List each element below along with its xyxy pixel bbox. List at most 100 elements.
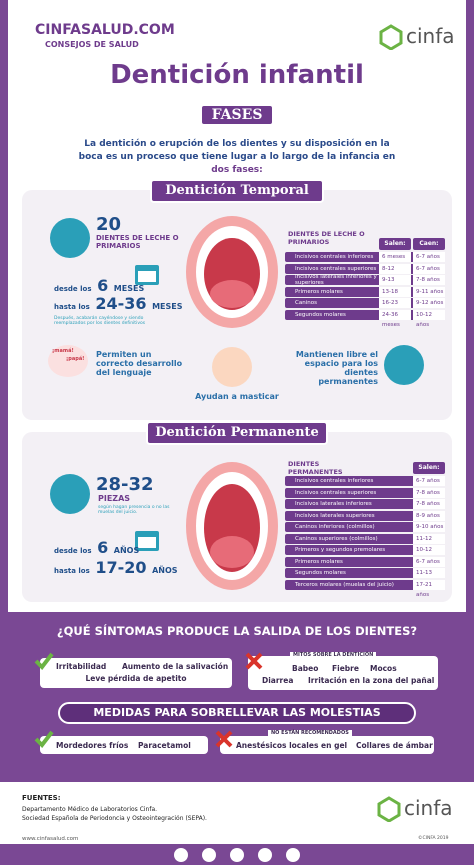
speech: ¡papá! <box>66 356 85 362</box>
symptom: Leve pérdida de apetito <box>85 674 187 683</box>
table-cell: 6-7 años <box>413 556 445 567</box>
count-label: PIEZAS <box>98 494 131 503</box>
to: hasta los 24-36 MESES <box>54 294 183 313</box>
from-value: 6 <box>97 276 109 295</box>
social-bar <box>0 844 474 865</box>
to-unit: MESES <box>152 302 183 311</box>
table-cell: 17-21 años <box>413 579 445 598</box>
myth: Mocos <box>370 664 397 673</box>
count-label: DIENTES DE LECHE O PRIMARIOS <box>96 234 179 250</box>
logo: cinfa <box>404 796 453 820</box>
phases-heading: FASES <box>200 104 274 126</box>
chewing-icon <box>212 347 252 387</box>
to-unit: AÑOS <box>152 566 178 575</box>
table-row: Incisivos laterales superiores 8-9 años <box>285 510 445 521</box>
table-cell: 24-36 meses <box>379 309 411 328</box>
logo: cinfa <box>406 24 455 48</box>
measure: Mordedores fríos <box>56 741 129 750</box>
myths-label: MITOS SOBRE LA DENTICIÓN <box>290 652 377 658</box>
benefit: Ayudan a masticar <box>195 392 279 401</box>
table-cell: 8-9 años <box>413 510 445 521</box>
teeth-icon <box>384 345 424 385</box>
table-row: Segundos molares 24-36 meses 10-12 años <box>285 309 445 328</box>
url: www.cinfasalud.com <box>22 836 79 842</box>
table-cell: 9-11 años <box>413 286 445 297</box>
table-row: Primeros molares 6-7 años <box>285 556 445 567</box>
calendar-icon <box>135 265 159 285</box>
table-row: Incisivos centrales superiores 7-8 años <box>285 487 445 498</box>
row-label: Caninos superiores (colmillos) <box>295 535 378 542</box>
twitter-link[interactable] <box>174 847 188 862</box>
table-row: Incisivos laterales inferiores 7-8 años <box>285 499 445 509</box>
table-cell: 16-23 meses <box>379 298 411 316</box>
symptom: Irritabilidad <box>56 662 107 671</box>
intro-bold: dos fases: <box>211 165 263 175</box>
table-row: Primeros y segundos premolares 10-12 años <box>285 545 445 563</box>
row-label: Primeros molares <box>295 288 343 295</box>
row-label: Terceros molares (muelas del juicio) <box>295 581 394 588</box>
row-label: Incisivos laterales inferiores <box>295 501 372 507</box>
source: Sociedad Española de Periodoncia y Osteo… <box>22 815 207 822</box>
table-cell: 10-12 años <box>413 309 445 328</box>
table-cell: 6-7 años <box>413 263 445 274</box>
row-label: Incisivos laterales inferiores y superio… <box>295 274 377 286</box>
column-header: Salen: <box>413 462 445 474</box>
instagram-link[interactable] <box>258 847 272 862</box>
table-row: Incisivos laterales inferiores y superio… <box>285 274 445 293</box>
to-prefix: hasta los <box>54 567 90 575</box>
row-label: Primeros molares <box>295 558 343 565</box>
column-header: Salen: <box>379 238 411 250</box>
count: 20 <box>96 214 122 235</box>
copyright: ©CINFA 2019 <box>418 836 449 841</box>
to: hasta los 17-20 AÑOS <box>54 558 178 577</box>
count: 28-32 <box>96 474 154 495</box>
table-cell: 6-7 años <box>413 252 445 262</box>
mouth-illustration <box>186 462 278 590</box>
from-value: 6 <box>97 538 109 557</box>
speech: ¡mamá! <box>52 348 74 354</box>
table-cell: 11-12 años <box>413 533 445 552</box>
symptoms-heading: ¿QUÉ SÍNTOMAS PRODUCE LA SALIDA DE LOS D… <box>56 624 418 638</box>
sources-title: FUENTES: <box>22 794 61 802</box>
table-row: Caninos inferiores (colmillos) 9-10 años <box>285 522 445 532</box>
teeth-icon <box>50 218 90 258</box>
to-prefix: hasta los <box>54 303 90 311</box>
temporal-table: Salen: Caen: Incisivos centrales inferiore… <box>285 238 445 328</box>
table-title: DIENTES DE LECHE O PRIMARIOS <box>288 230 365 246</box>
table-cell: 7-8 años <box>413 499 445 509</box>
myth: Babeo <box>292 664 319 673</box>
row-label: Incisivos laterales superiores <box>295 512 375 519</box>
measure: Paracetamol <box>138 741 191 750</box>
check-icon <box>34 730 54 748</box>
table-row: Segundos molares 11-13 años <box>285 568 445 586</box>
from: desde los 6 AÑOS <box>54 538 139 557</box>
logo-icon <box>379 24 403 50</box>
teeth-icon <box>50 474 90 514</box>
table-cell: 13-18 meses <box>379 286 411 305</box>
facebook-link[interactable] <box>230 847 244 862</box>
row-label: Incisivos centrales superiores <box>295 265 377 272</box>
row-label: Incisivos centrales inferiores <box>295 478 374 484</box>
permanent-table: Salen: Incisivos centrales inferiores 6-7 … <box>285 462 445 598</box>
pinterest-link[interactable] <box>286 847 300 862</box>
table-cell: 11-13 años <box>413 568 445 586</box>
table-row: Terceros molares (muelas del juicio) 17-2… <box>285 579 445 598</box>
table-row: Incisivos centrales inferiores 6-7 años <box>285 476 445 486</box>
table-cell: 7-8 años <box>413 487 445 498</box>
note: Después, acabarán cayéndose y siendo ree… <box>54 316 146 326</box>
table-header: Salen: Caen: <box>285 238 445 250</box>
measures-heading: MEDIDAS PARA SOBRELLEVAR LAS MOLESTIAS <box>58 702 416 724</box>
table-header: Salen: <box>285 462 445 474</box>
table-cell: 6-7 años <box>413 476 445 486</box>
symptoms-myths <box>248 656 438 690</box>
tagline: CONSEJOS DE SALUD <box>45 40 139 49</box>
column-header: Caen: <box>413 238 445 250</box>
temporal-heading: Dentición Temporal <box>150 179 324 203</box>
youtube-link[interactable] <box>202 847 216 862</box>
row-label: Incisivos centrales superiores <box>295 489 377 496</box>
myth: Fiebre <box>332 664 359 673</box>
title: Dentición infantil <box>110 60 364 90</box>
table-row: Primeros molares 13-18 meses9-11 años <box>285 286 445 305</box>
table-cell: 7-8 años <box>413 275 445 285</box>
